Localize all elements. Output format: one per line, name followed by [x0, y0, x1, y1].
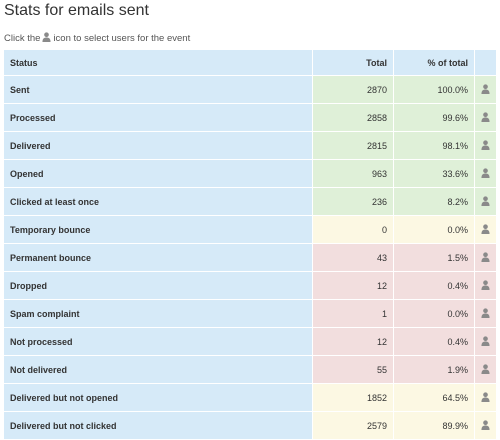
- cell-pct: 64.5%: [393, 383, 475, 412]
- cell-pct: 0.0%: [393, 215, 475, 244]
- table-row: Clicked at least once 236 8.2%: [4, 187, 497, 216]
- hint-after: icon to select users for the event: [53, 33, 191, 44]
- cell-status: Sent: [4, 75, 313, 104]
- cell-select-users: [474, 327, 497, 356]
- user-icon[interactable]: [481, 279, 490, 292]
- user-icon[interactable]: [481, 307, 490, 320]
- hint-text: Click the icon to select users for the e…: [4, 32, 190, 45]
- table-row: Temporary bounce 0 0.0%: [4, 215, 497, 244]
- cell-pct: 0.4%: [393, 327, 475, 356]
- cell-pct: 0.4%: [393, 271, 475, 300]
- cell-total: 236: [312, 187, 394, 216]
- cell-select-users: [474, 131, 497, 160]
- table-row: Processed 2858 99.6%: [4, 103, 497, 132]
- cell-total: 55: [312, 355, 394, 384]
- user-icon[interactable]: [481, 363, 490, 376]
- table-row: Delivered but not clicked 2579 89.9%: [4, 411, 497, 440]
- column-header-pct: % of total: [393, 50, 475, 76]
- cell-total: 0: [312, 215, 394, 244]
- cell-pct: 8.2%: [393, 187, 475, 216]
- table-row: Dropped 12 0.4%: [4, 271, 497, 300]
- cell-select-users: [474, 411, 497, 440]
- cell-pct: 0.0%: [393, 299, 475, 328]
- cell-pct: 100.0%: [393, 75, 475, 104]
- cell-select-users: [474, 215, 497, 244]
- table-body: Sent 2870 100.0% Processed 2858 99.6% Delivere…: [4, 75, 497, 440]
- cell-status: Temporary bounce: [4, 215, 313, 244]
- column-header-icon: [474, 50, 497, 76]
- table-row: Delivered but not opened 1852 64.5%: [4, 383, 497, 412]
- table-row: Spam complaint 1 0.0%: [4, 299, 497, 328]
- cell-pct: 33.6%: [393, 159, 475, 188]
- cell-total: 12: [312, 271, 394, 300]
- user-icon[interactable]: [481, 83, 490, 96]
- cell-select-users: [474, 103, 497, 132]
- cell-select-users: [474, 299, 497, 328]
- cell-select-users: [474, 383, 497, 412]
- cell-total: 12: [312, 327, 394, 356]
- cell-total: 1: [312, 299, 394, 328]
- user-icon[interactable]: [481, 223, 490, 236]
- cell-pct: 99.6%: [393, 103, 475, 132]
- cell-status: Spam complaint: [4, 299, 313, 328]
- cell-status: Not processed: [4, 327, 313, 356]
- cell-status: Permanent bounce: [4, 243, 313, 272]
- table-row: Permanent bounce 43 1.5%: [4, 243, 497, 272]
- cell-status: Not delivered: [4, 355, 313, 384]
- cell-total: 963: [312, 159, 394, 188]
- cell-select-users: [474, 355, 497, 384]
- stats-table: Status Total % of total Sent 2870 100.0% Pr…: [4, 50, 497, 440]
- table-row: Sent 2870 100.0%: [4, 75, 497, 104]
- page-title: Stats for emails sent: [4, 2, 149, 19]
- cell-total: 2579: [312, 411, 394, 440]
- cell-total: 2815: [312, 131, 394, 160]
- column-header-total: Total: [312, 50, 394, 76]
- user-icon[interactable]: [481, 111, 490, 124]
- cell-status: Opened: [4, 159, 313, 188]
- cell-total: 2858: [312, 103, 394, 132]
- cell-total: 1852: [312, 383, 394, 412]
- table-row: Delivered 2815 98.1%: [4, 131, 497, 160]
- user-icon[interactable]: [481, 391, 490, 404]
- cell-select-users: [474, 159, 497, 188]
- cell-status: Delivered but not opened: [4, 383, 313, 412]
- table-row: Opened 963 33.6%: [4, 159, 497, 188]
- cell-pct: 89.9%: [393, 411, 475, 440]
- user-icon[interactable]: [481, 251, 490, 264]
- column-header-status: Status: [4, 50, 313, 76]
- hint-before: Click the: [4, 33, 41, 44]
- cell-select-users: [474, 243, 497, 272]
- cell-select-users: [474, 271, 497, 300]
- table-row: Not processed 12 0.4%: [4, 327, 497, 356]
- cell-select-users: [474, 187, 497, 216]
- user-icon[interactable]: [481, 139, 490, 152]
- cell-status: Processed: [4, 103, 313, 132]
- cell-total: 2870: [312, 75, 394, 104]
- user-icon: [42, 32, 51, 45]
- user-icon[interactable]: [481, 167, 490, 180]
- cell-status: Delivered but not clicked: [4, 411, 313, 440]
- user-icon[interactable]: [481, 195, 490, 208]
- cell-status: Dropped: [4, 271, 313, 300]
- user-icon[interactable]: [481, 419, 490, 432]
- cell-pct: 1.5%: [393, 243, 475, 272]
- cell-status: Clicked at least once: [4, 187, 313, 216]
- user-icon[interactable]: [481, 335, 490, 348]
- cell-pct: 1.9%: [393, 355, 475, 384]
- table-row: Not delivered 55 1.9%: [4, 355, 497, 384]
- cell-status: Delivered: [4, 131, 313, 160]
- table-header-row: Status Total % of total: [4, 50, 497, 76]
- cell-select-users: [474, 75, 497, 104]
- cell-pct: 98.1%: [393, 131, 475, 160]
- cell-total: 43: [312, 243, 394, 272]
